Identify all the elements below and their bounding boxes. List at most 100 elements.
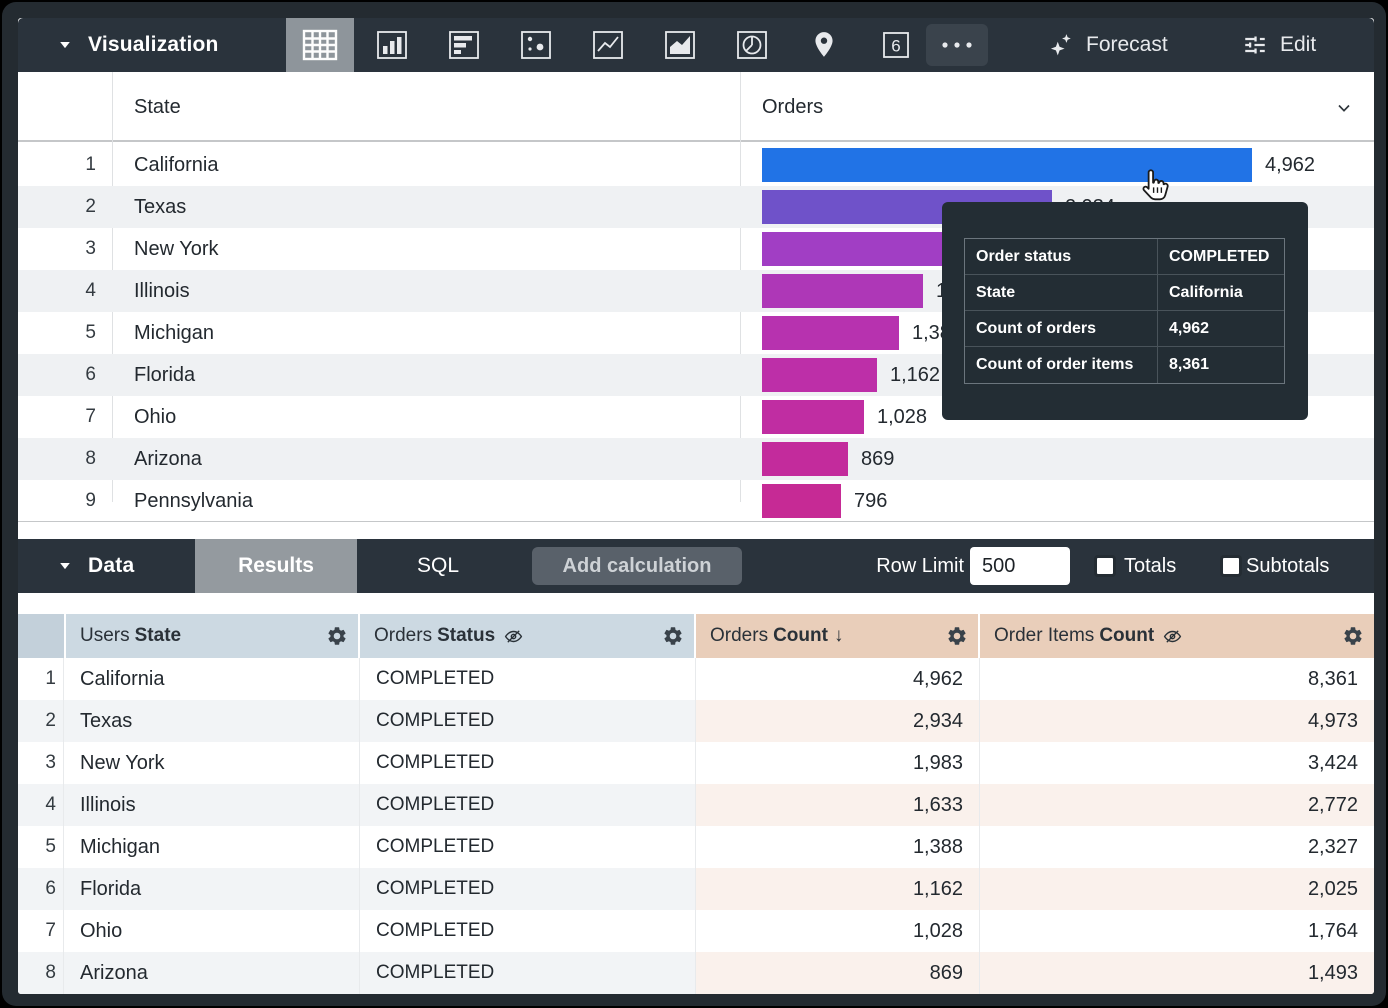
orders-bar[interactable] bbox=[762, 400, 864, 434]
orders-bar[interactable] bbox=[762, 442, 848, 476]
tooltip-row: State California bbox=[965, 275, 1284, 311]
users-state-cell[interactable]: New York bbox=[64, 742, 360, 784]
users-state-cell[interactable]: Arizona bbox=[64, 952, 360, 994]
more-options-icon[interactable] bbox=[926, 24, 988, 66]
viz-table-row: 1 California 4,962 bbox=[18, 144, 1374, 186]
order-items-count-cell[interactable]: 2,327 bbox=[1307, 836, 1358, 858]
orders-status-cell[interactable]: COMPLETED bbox=[360, 868, 696, 910]
orders-status-cell[interactable]: COMPLETED bbox=[360, 952, 696, 994]
pointer-hand-cursor bbox=[1138, 168, 1172, 209]
order-items-count-cell[interactable]: 2,772 bbox=[980, 784, 1374, 826]
totals-checkbox[interactable] bbox=[1094, 555, 1116, 577]
map-pin-icon[interactable] bbox=[790, 18, 858, 72]
bar-chart-icon[interactable] bbox=[430, 18, 498, 72]
orders-count-cell[interactable]: 1,028 bbox=[696, 910, 980, 952]
scatter-chart-icon[interactable] bbox=[502, 18, 570, 72]
orders-bar[interactable] bbox=[762, 232, 958, 266]
gear-icon[interactable] bbox=[946, 625, 968, 647]
orders-count-cell[interactable]: 1,162 bbox=[696, 868, 980, 910]
order-items-count-cell[interactable]: 8,361 bbox=[1307, 668, 1358, 690]
order-items-count-cell[interactable]: 1,764 bbox=[1307, 920, 1358, 942]
visualization-section-toggle[interactable]: Visualization bbox=[58, 18, 219, 72]
bar-value-label: 869 bbox=[861, 448, 895, 470]
caret-down-icon bbox=[60, 41, 70, 49]
orders-count-cell[interactable]: 1,388 bbox=[696, 826, 980, 868]
tab-sql[interactable]: SQL bbox=[416, 554, 460, 577]
column-chart-icon[interactable] bbox=[358, 18, 426, 72]
gear-icon[interactable] bbox=[662, 625, 684, 647]
users-state-cell[interactable]: Texas bbox=[64, 700, 360, 742]
row-number: 2 bbox=[18, 700, 64, 742]
orders-bar[interactable] bbox=[762, 484, 841, 518]
orders-status-cell[interactable]: COMPLETED bbox=[360, 658, 696, 700]
data-table-row: 1 California COMPLETED 4,962 8,361 bbox=[18, 658, 1374, 700]
column-header-state[interactable]: Users State bbox=[66, 614, 358, 658]
header-prefix: Orders bbox=[710, 625, 769, 646]
orders-count-cell[interactable]: 869 bbox=[696, 952, 980, 994]
viz-table-row: 8 Arizona 869 bbox=[18, 438, 1374, 480]
orders-status-cell[interactable]: COMPLETED bbox=[360, 784, 696, 826]
pie-chart-icon[interactable] bbox=[718, 18, 786, 72]
row-number: 9 bbox=[85, 490, 96, 511]
row-limit-input[interactable] bbox=[970, 547, 1070, 585]
column-header-orders[interactable]: Orders Count ↓ bbox=[696, 614, 978, 658]
viz-table-row: 5 Michigan 1,388 bbox=[18, 312, 1374, 354]
single-value-icon[interactable]: 6 bbox=[862, 18, 930, 72]
row-number: 6 bbox=[85, 364, 96, 385]
orders-count-cell[interactable]: 4,962 bbox=[696, 658, 980, 700]
state-cell: Texas bbox=[134, 196, 187, 218]
users-state-cell[interactable]: California bbox=[64, 658, 360, 700]
edit-button[interactable]: Edit bbox=[1242, 18, 1316, 72]
order-items-count-cell[interactable]: 4,973 bbox=[980, 700, 1374, 742]
sort-desc-arrow-icon[interactable]: ↓ bbox=[833, 625, 844, 646]
data-table-row: 3 New York COMPLETED 1,983 3,424 bbox=[18, 742, 1374, 784]
line-chart-icon[interactable] bbox=[574, 18, 642, 72]
subtotals-checkbox[interactable] bbox=[1220, 555, 1242, 577]
column-header-status[interactable]: Orders Status bbox=[360, 614, 694, 658]
tune-icon bbox=[1245, 36, 1265, 54]
data-toolbar: Data Results SQL Add calculation Row Lim… bbox=[18, 539, 1374, 593]
caret-down-icon bbox=[60, 562, 70, 570]
totals-label: Totals bbox=[1124, 554, 1177, 577]
row-number: 1 bbox=[18, 658, 64, 700]
table-chart-icon[interactable] bbox=[286, 18, 354, 72]
chevron-down-icon[interactable] bbox=[1334, 98, 1354, 118]
order-items-count-cell[interactable]: 2,025 bbox=[980, 868, 1374, 910]
tooltip-value: COMPLETED bbox=[1169, 248, 1270, 265]
orders-count-cell[interactable]: 1,633 bbox=[696, 784, 980, 826]
orders-status-cell[interactable]: COMPLETED bbox=[360, 700, 696, 742]
column-header-items[interactable]: Order Items Count bbox=[980, 614, 1374, 658]
orders-status-cell[interactable]: COMPLETED bbox=[360, 910, 696, 952]
data-section-toggle[interactable]: Data bbox=[58, 539, 134, 593]
users-state-cell[interactable]: Florida bbox=[64, 868, 360, 910]
tab-results[interactable]: Results bbox=[195, 539, 357, 593]
gear-icon[interactable] bbox=[1342, 625, 1364, 647]
orders-status-cell[interactable]: COMPLETED bbox=[360, 826, 696, 868]
area-chart-icon[interactable] bbox=[646, 18, 714, 72]
users-state-cell[interactable]: Illinois bbox=[64, 784, 360, 826]
users-state-cell[interactable]: Michigan bbox=[64, 826, 360, 868]
bar-value-label: 796 bbox=[854, 490, 888, 512]
orders-bar[interactable] bbox=[762, 316, 899, 350]
orders-count-cell[interactable]: 1,983 bbox=[696, 742, 980, 784]
header-prefix: Orders bbox=[374, 625, 433, 646]
orders-bar[interactable] bbox=[762, 358, 877, 392]
viz-state-column-header[interactable]: State bbox=[134, 95, 181, 118]
users-state-cell[interactable]: Ohio bbox=[64, 910, 360, 952]
data-title: Data bbox=[88, 554, 135, 577]
order-items-count-cell[interactable]: 3,424 bbox=[1307, 752, 1358, 774]
forecast-button[interactable]: Forecast bbox=[1048, 18, 1168, 72]
forecast-label: Forecast bbox=[1086, 33, 1168, 56]
add-calculation-button[interactable]: Add calculation bbox=[532, 547, 742, 585]
bar-value-label: 4,962 bbox=[1265, 154, 1316, 176]
gear-icon[interactable] bbox=[326, 625, 348, 647]
header-prefix: Users bbox=[80, 625, 130, 646]
orders-bar[interactable] bbox=[762, 274, 923, 308]
tooltip-row: Order status COMPLETED bbox=[965, 239, 1284, 275]
orders-count-cell[interactable]: 2,934 bbox=[696, 700, 980, 742]
order-items-count-cell[interactable]: 1,493 bbox=[980, 952, 1374, 994]
orders-bar[interactable] bbox=[762, 148, 1252, 182]
orders-status-cell[interactable]: COMPLETED bbox=[360, 742, 696, 784]
viz-orders-column-header[interactable]: Orders bbox=[762, 95, 824, 118]
header-field: Count bbox=[1099, 625, 1155, 646]
